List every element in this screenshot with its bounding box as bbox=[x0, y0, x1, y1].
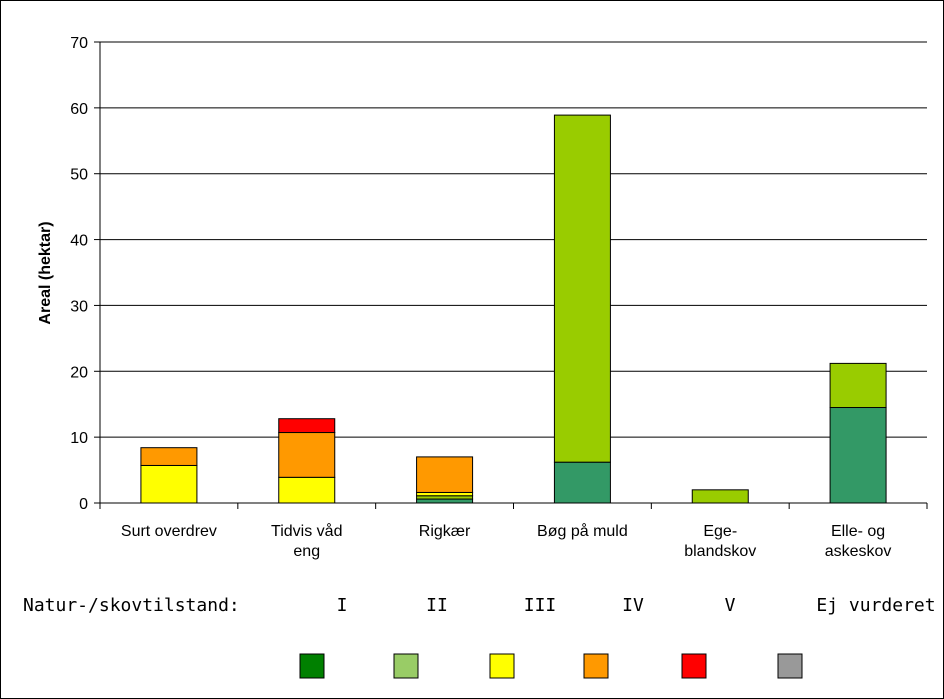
bar-segment bbox=[278, 432, 336, 478]
bar-segment bbox=[278, 476, 336, 504]
legend-item-label: III bbox=[524, 595, 557, 616]
x-category-label: Tidvis våd eng bbox=[271, 522, 342, 560]
category-labels: Surt overdrev Tidvis våd eng Rigkær Bøg på m… bbox=[121, 522, 892, 560]
y-tick-label: 0 bbox=[79, 496, 88, 513]
legend-label: Natur-/skovtilstand: bbox=[23, 595, 240, 616]
bar-segment bbox=[416, 456, 474, 493]
legend-item-label: I bbox=[337, 595, 348, 616]
bar-segment bbox=[553, 114, 611, 463]
y-tick-label: 10 bbox=[70, 430, 88, 447]
legend-swatch bbox=[489, 653, 515, 679]
y-tick-labels: 0 10 20 30 40 50 60 70 bbox=[70, 35, 88, 513]
legend-item-label: V bbox=[725, 595, 736, 616]
bar-segment bbox=[140, 464, 198, 504]
legend-swatches bbox=[299, 653, 803, 679]
y-tick-label: 60 bbox=[70, 101, 88, 118]
x-category-label: Surt overdrev bbox=[121, 523, 217, 540]
bar-segment bbox=[416, 498, 474, 504]
legend-item-label: IV bbox=[622, 595, 644, 616]
bar-segment bbox=[278, 418, 336, 434]
y-axis-label: Areal (hektar) bbox=[37, 221, 54, 324]
x-category-label: Rigkær bbox=[419, 523, 471, 540]
bar-segment bbox=[829, 407, 887, 504]
y-tick-label: 70 bbox=[70, 35, 88, 52]
gridlines bbox=[100, 41, 927, 438]
legend-item-label: Ej vurderet bbox=[816, 595, 935, 616]
x-category-label: Elle- og askeskov bbox=[825, 523, 892, 560]
legend-swatch bbox=[681, 653, 707, 679]
legend-swatch bbox=[393, 653, 419, 679]
bar-segment bbox=[691, 489, 749, 504]
y-tick-label: 40 bbox=[70, 233, 88, 250]
y-tick-label: 50 bbox=[70, 167, 88, 184]
legend-swatch bbox=[777, 653, 803, 679]
y-tick-label: 30 bbox=[70, 298, 88, 315]
y-tick-label: 20 bbox=[70, 364, 88, 381]
legend-labels: I II III IV V Ej vurderet bbox=[337, 595, 936, 616]
bar-segment bbox=[553, 461, 611, 504]
bar-segment bbox=[140, 447, 198, 466]
x-category-label: Ege-blandskov bbox=[684, 523, 756, 560]
axes bbox=[94, 41, 928, 509]
legend-swatch bbox=[299, 653, 325, 679]
legend-swatch bbox=[583, 653, 609, 679]
bar-segment bbox=[829, 362, 887, 409]
legend-item-label: II bbox=[426, 595, 448, 616]
x-category-label: Bøg på muld bbox=[537, 522, 628, 540]
